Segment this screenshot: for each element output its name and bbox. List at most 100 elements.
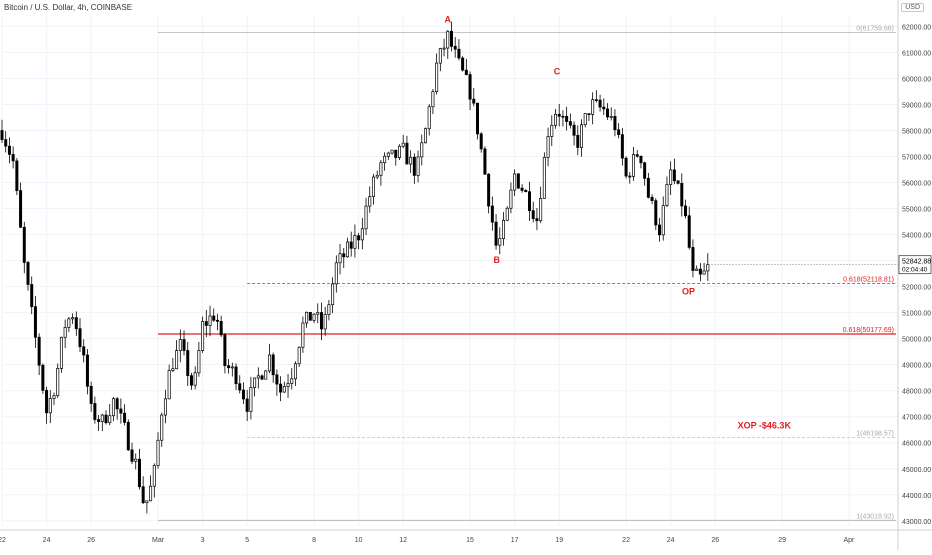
- candle-body: [650, 196, 654, 201]
- candle-body: [606, 108, 610, 118]
- xop-annotation: XOP -$46.3K: [738, 420, 792, 430]
- y-tick-label: 57000.00: [902, 155, 931, 162]
- candle-body: [312, 313, 316, 321]
- x-tick-label: 17: [511, 537, 519, 544]
- candle-body: [178, 339, 182, 351]
- x-tick-label: 19: [555, 537, 563, 544]
- candle-body: [30, 284, 34, 308]
- candle-layer: [0, 21, 710, 514]
- candle-body: [475, 102, 479, 135]
- candle-body: [353, 235, 357, 249]
- candle-body: [691, 247, 695, 271]
- grid-layer: [1, 16, 898, 526]
- candle-body: [71, 317, 75, 320]
- candle-body: [249, 387, 253, 412]
- candle-body: [676, 180, 680, 184]
- candle-body: [319, 312, 323, 330]
- candle-body: [542, 157, 546, 199]
- candle-body: [580, 124, 584, 148]
- candle-body: [290, 378, 294, 384]
- candle-body: [706, 264, 710, 272]
- candle-body: [301, 322, 305, 348]
- candle-body: [472, 98, 476, 104]
- candle-body: [182, 339, 186, 351]
- candle-body: [576, 134, 580, 148]
- candle-body: [130, 449, 134, 462]
- y-tick-label: 48000.00: [902, 389, 931, 396]
- candle-body: [7, 145, 11, 155]
- candle-body: [646, 177, 650, 198]
- candle-body: [505, 207, 509, 221]
- candle-body: [230, 366, 234, 369]
- x-tick-label: 8: [312, 537, 316, 544]
- last-price-tag: [898, 255, 932, 275]
- candle-body: [632, 154, 636, 177]
- candle-body: [271, 354, 275, 376]
- candle-body: [442, 47, 446, 50]
- y-tick-label: 49000.00: [902, 363, 931, 370]
- candle-body: [204, 321, 208, 326]
- candle-body: [368, 196, 372, 207]
- candle-body: [572, 124, 576, 136]
- candle-body: [141, 486, 145, 504]
- candle-body: [227, 365, 231, 369]
- candle-body: [11, 154, 15, 162]
- candle-body: [338, 253, 342, 264]
- x-tick-label: 22: [0, 537, 6, 544]
- candle-body: [74, 317, 78, 330]
- candle-body: [149, 485, 153, 502]
- candle-body: [275, 374, 279, 385]
- candle-body: [201, 321, 205, 351]
- candle-body: [4, 139, 8, 147]
- y-tick-label: 61000.00: [902, 50, 931, 57]
- candle-body: [568, 121, 572, 126]
- candle-body: [624, 157, 628, 177]
- candle-body: [390, 149, 394, 154]
- candle-body: [126, 421, 130, 451]
- candle-body: [163, 398, 167, 416]
- candle-body: [78, 328, 82, 348]
- x-tick-label: 10: [355, 537, 363, 544]
- candle-body: [583, 113, 587, 126]
- candle-body: [108, 415, 112, 424]
- candle-body: [654, 200, 658, 226]
- symbol-title: Bitcoin / U.S. Dollar, 4h, COINBASE: [4, 3, 133, 12]
- candle-body: [223, 334, 227, 366]
- candle-body: [587, 113, 591, 116]
- candle-body: [513, 173, 517, 191]
- candle-body: [167, 370, 171, 400]
- candle-body: [457, 48, 461, 59]
- candle-body: [364, 205, 368, 230]
- x-tick-label: 24: [43, 537, 51, 544]
- candle-body: [453, 45, 457, 50]
- candle-body: [553, 113, 558, 126]
- x-tick-label: 26: [711, 537, 719, 544]
- candle-body: [279, 383, 283, 393]
- candle-body: [423, 128, 427, 144]
- candle-body: [59, 336, 63, 369]
- currency-badge[interactable]: USD: [901, 3, 924, 12]
- candle-body: [93, 403, 97, 420]
- candle-body: [613, 116, 617, 131]
- candle-body: [449, 30, 453, 47]
- level-low-label: 1(43018.92): [856, 513, 894, 520]
- candle-body: [531, 210, 535, 219]
- countdown-label: 02:04:40: [902, 267, 928, 274]
- candle-body: [409, 156, 413, 165]
- candle-body: [208, 315, 212, 326]
- y-tick-label: 45000.00: [902, 467, 931, 474]
- candle-body: [345, 241, 349, 258]
- candle-body: [48, 398, 52, 414]
- candle-body: [22, 226, 26, 263]
- candle-body: [561, 115, 565, 118]
- candle-body: [215, 319, 219, 322]
- y-tick-label: 56000.00: [902, 181, 931, 188]
- candle-body: [617, 129, 621, 136]
- level-layer: 0.618(52118.81) 0.618(50177.69) 0(61759.66…: [158, 26, 896, 521]
- candle-body: [702, 270, 706, 275]
- candle-body: [160, 414, 164, 441]
- candle-body: [134, 458, 138, 462]
